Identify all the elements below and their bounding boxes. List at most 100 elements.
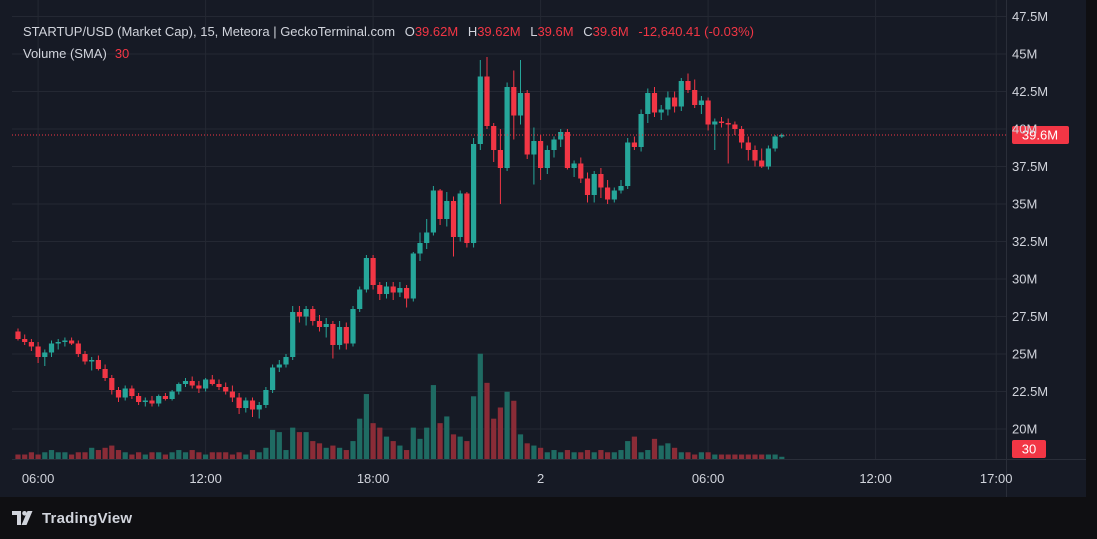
volume-bar [685, 452, 691, 459]
x-tick-label: 06:00 [692, 471, 725, 486]
volume-bar [62, 452, 68, 459]
volume-bar [625, 441, 631, 459]
candle-body [149, 400, 155, 404]
candle-body [450, 201, 457, 237]
candlestick-chart[interactable]: 39.6M 30 20M 22.5M 25M 27.5M 30M 32.5M 35M 37.5M… [0, 0, 1086, 497]
candle-body [42, 352, 48, 357]
candle-body [62, 340, 68, 342]
volume-bar [732, 454, 738, 459]
candle-body [75, 343, 81, 354]
candle-body [370, 258, 376, 285]
volume-bar [718, 454, 725, 459]
candle-body [115, 390, 122, 398]
volume-bar [75, 452, 81, 459]
low-key: L [530, 24, 538, 39]
candle-body [82, 354, 88, 362]
volume-bar [665, 443, 671, 459]
volume-bar [645, 450, 651, 459]
volume-bar [196, 452, 202, 459]
candle-body [15, 331, 21, 339]
price-line: 39.6M 30 [12, 126, 1069, 458]
candle-body [611, 190, 617, 200]
volume-bar [457, 436, 463, 459]
volume-bar [759, 454, 765, 459]
volume-bar [377, 427, 383, 459]
candle-body [377, 285, 383, 294]
candle-body [136, 396, 142, 402]
volume-bar [417, 438, 423, 459]
tradingview-brand[interactable]: TradingView [12, 508, 132, 528]
volume-bar [424, 427, 430, 459]
volume-bar [605, 452, 611, 459]
candle-body [712, 121, 718, 125]
volume-bar [531, 445, 537, 459]
volume-bar [558, 452, 564, 459]
volume-bar [464, 441, 470, 459]
volume-bar [316, 443, 323, 459]
volume-bar [739, 454, 745, 459]
candle-body [337, 327, 343, 345]
candle-body [109, 378, 115, 390]
y-tick-label: 25M [1012, 347, 1037, 362]
volume-bar [658, 445, 664, 459]
volume-bar [450, 434, 457, 459]
candle-body [625, 142, 631, 186]
tradingview-logo-icon [12, 511, 33, 525]
candle-body [752, 150, 758, 161]
symbol-title: STARTUP/USD (Market Cap), 15, Meteora | … [23, 24, 396, 39]
y-tick-label: 47.5M [1012, 9, 1048, 24]
price-badge [1012, 126, 1069, 144]
candle-body [410, 253, 416, 299]
volume-bar [330, 445, 336, 459]
volume-bar [243, 454, 249, 459]
candle-body [745, 142, 751, 150]
candle-body [209, 379, 215, 384]
volume-bar [437, 423, 443, 459]
candle-body [350, 309, 356, 344]
high-key: H [467, 24, 478, 39]
volume-bar [551, 450, 557, 459]
volume-bar [256, 452, 262, 459]
y-tick-label: 27.5M [1012, 309, 1048, 324]
volume-bar [263, 447, 269, 459]
candle-body [270, 367, 276, 390]
volume-bar [678, 452, 684, 459]
candle-body [685, 81, 691, 90]
open-value: 39.62M [414, 24, 459, 39]
candle-body [263, 390, 269, 405]
volume-label: Volume (SMA) [23, 46, 107, 61]
candle-body [471, 144, 477, 243]
volume-bar [725, 454, 731, 459]
volume-bar [638, 452, 644, 459]
candle-body [484, 76, 490, 126]
volume-bar [571, 452, 577, 459]
candle-body [759, 160, 765, 167]
volume-bar [223, 452, 229, 459]
volume-bar [115, 450, 122, 459]
candle-body [430, 190, 436, 233]
candle-body [196, 385, 202, 389]
candle-body [692, 90, 698, 105]
volume-bar [109, 445, 115, 459]
volume-bar [82, 452, 88, 459]
volume-bar [216, 452, 222, 459]
volume-bar [698, 452, 704, 459]
volume-bar [584, 450, 591, 459]
volume-bar [651, 438, 658, 459]
volume-bar [672, 447, 678, 459]
volume-bar [229, 454, 235, 459]
candle-body [571, 163, 577, 168]
volume-bar [477, 353, 483, 459]
candle-body [504, 87, 510, 168]
volume-bar [296, 432, 302, 459]
candle-body [779, 135, 785, 137]
x-tick-label: 12:00 [859, 471, 892, 486]
candle-body [598, 174, 604, 188]
volume-bar [95, 450, 101, 459]
volume-bar [55, 452, 61, 459]
volume-bar [283, 450, 289, 459]
close-value: 39.6M [592, 24, 629, 39]
candle-body [605, 187, 611, 200]
volume-bar [544, 452, 550, 459]
candle-body [303, 309, 309, 317]
